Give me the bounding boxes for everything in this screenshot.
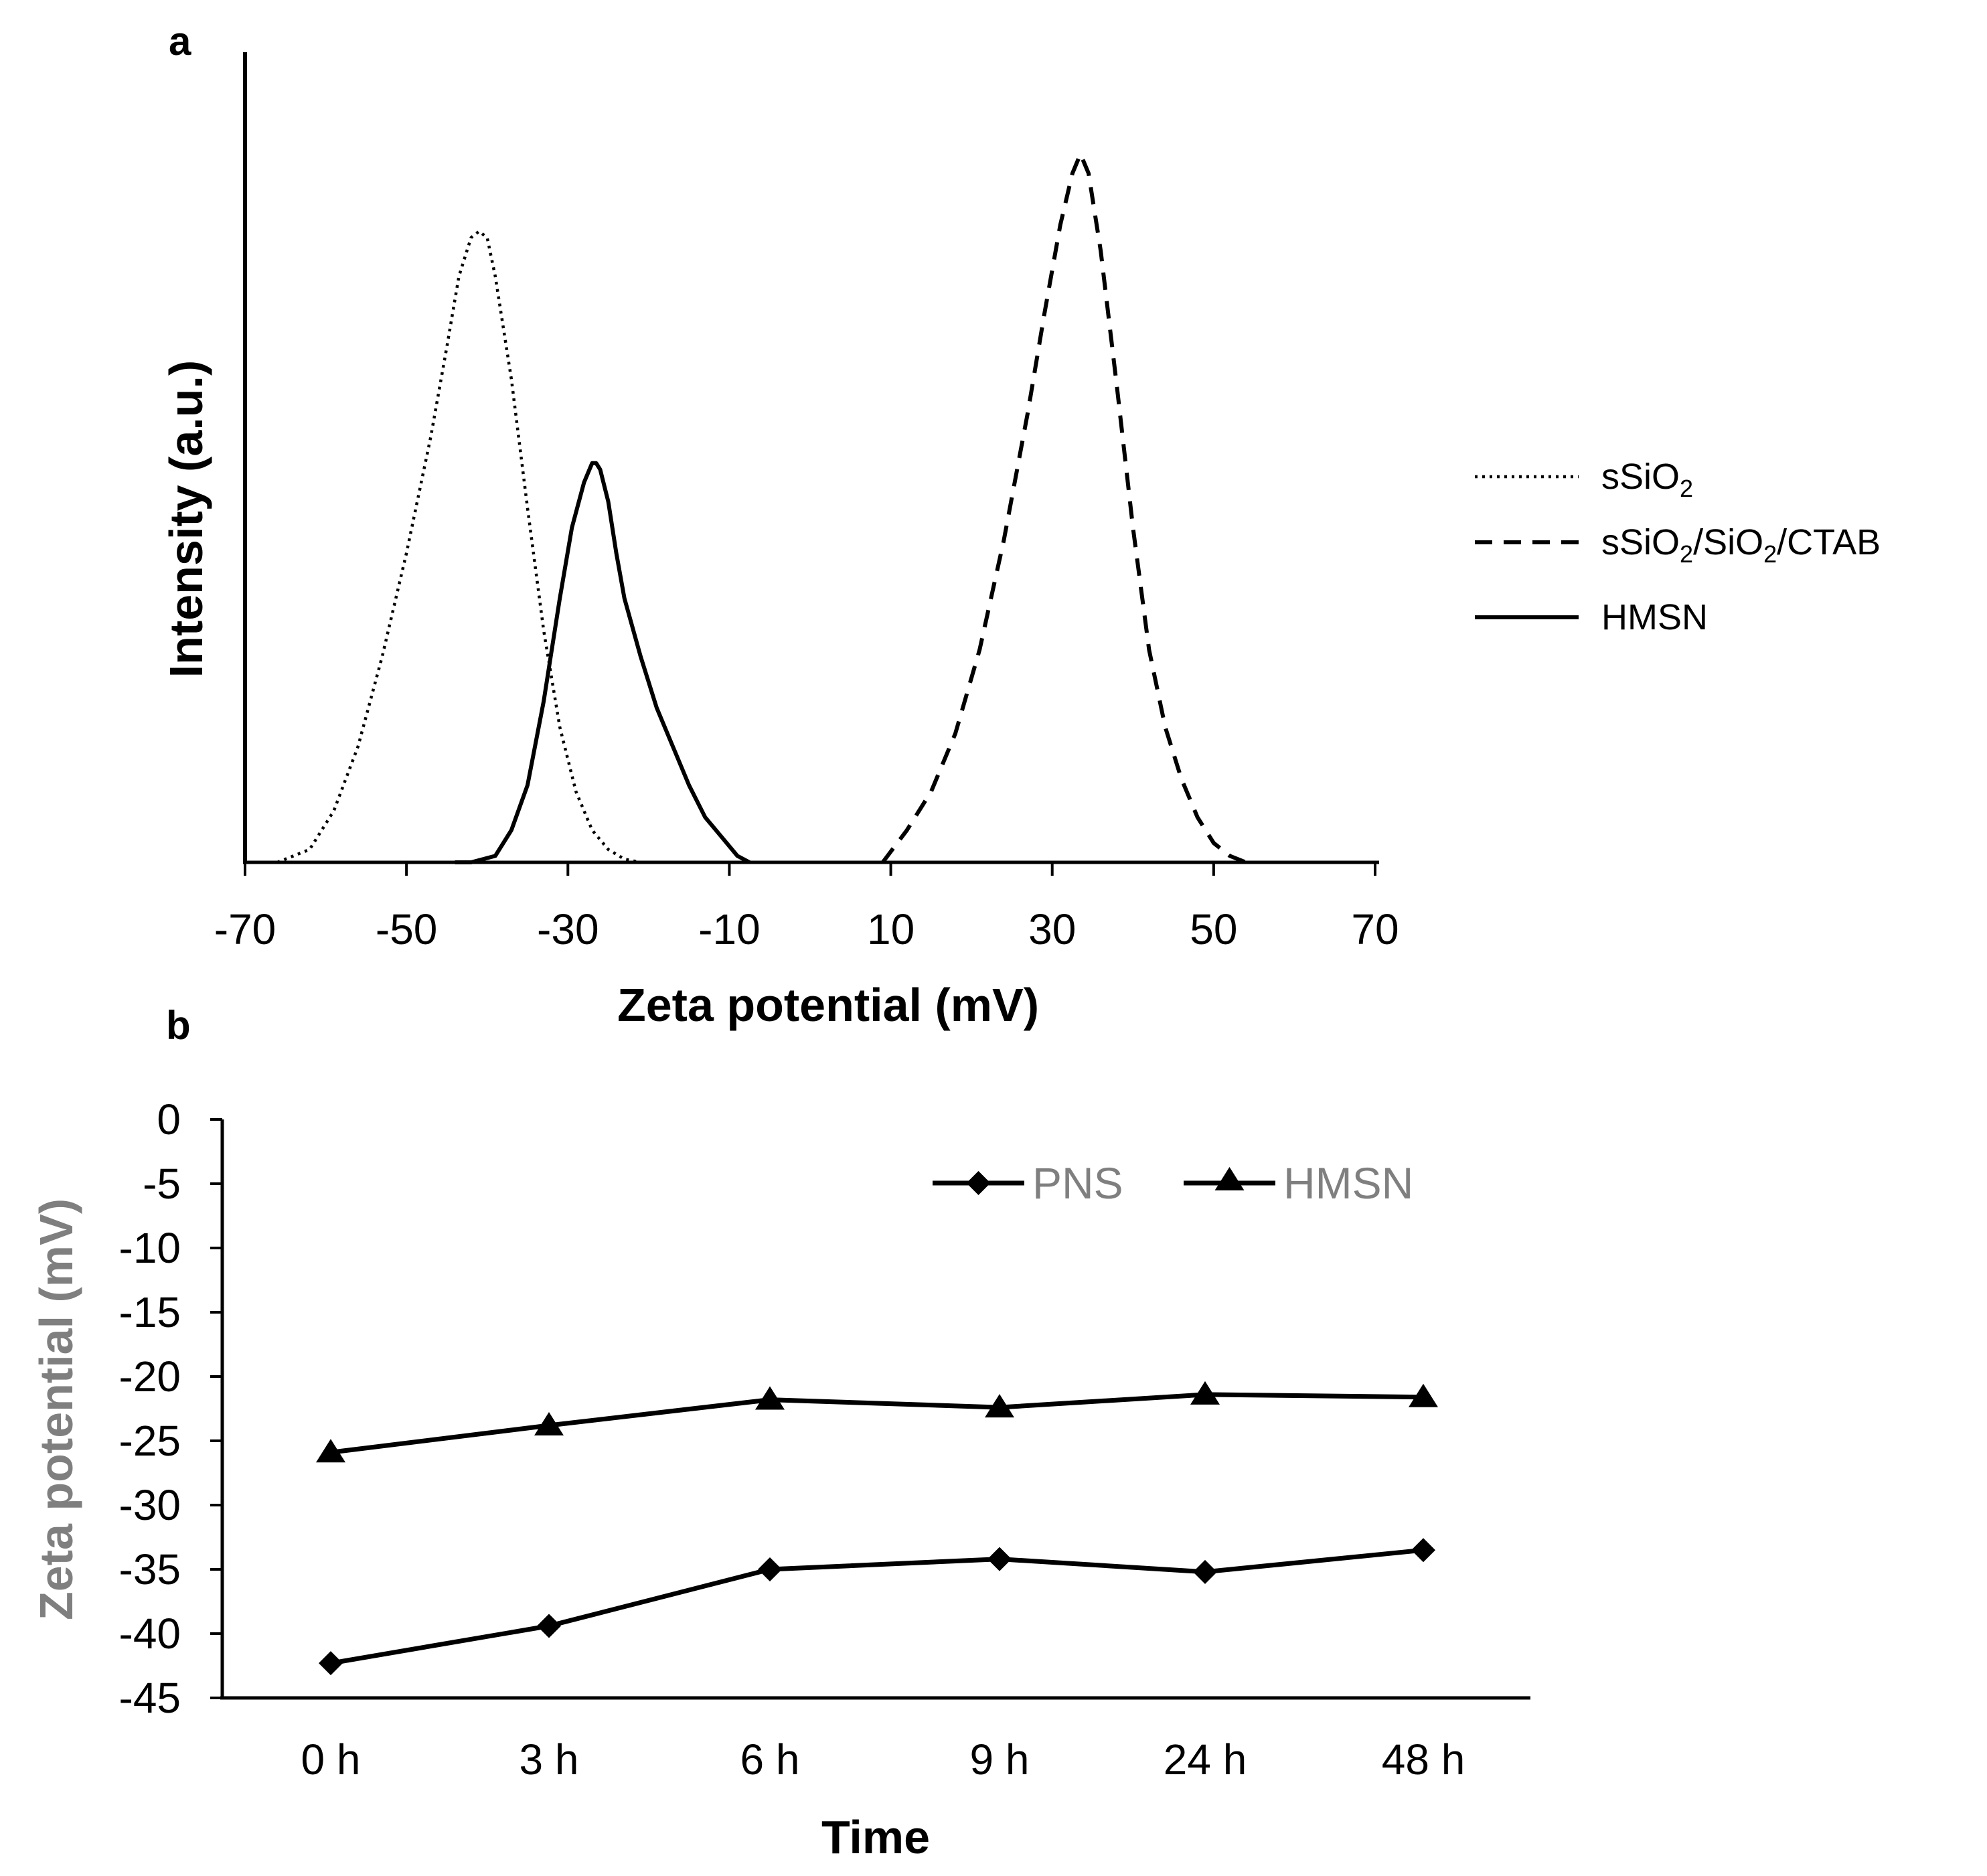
panel-b-point-pns — [1193, 1559, 1217, 1584]
panel-b-legend-label: HMSN — [1283, 1158, 1413, 1208]
panel-b-point-hmsn — [755, 1386, 785, 1410]
panel-a-series-line-ssio2-sio2-ctab — [881, 152, 1247, 864]
panel-b-y-tick-label: -10 — [119, 1224, 181, 1272]
panel-b-letter: b — [166, 1003, 191, 1048]
panel-b-y-tick-label: -30 — [119, 1481, 181, 1529]
panel-a-series-line-hmsn — [455, 461, 751, 864]
panel-b-x-tick-label: 0 h — [301, 1735, 361, 1784]
panel-a-x-tick-label: 70 — [1351, 905, 1399, 953]
panel-a-x-tick-label: 10 — [867, 905, 915, 953]
panel-b-x-axis-title: Time — [821, 1811, 930, 1863]
panel-a-legend-label: sSiO2/SiO2/CTAB — [1601, 522, 1881, 568]
panel-b-point-pns — [537, 1614, 561, 1638]
panel-a-y-axis-title: Intensity (a.u.) — [160, 360, 212, 678]
panel-b-y-tick-label: -40 — [119, 1610, 181, 1658]
panel-a-x-axis-title: Zeta potential (mV) — [617, 979, 1039, 1031]
panel-a-legend: sSiO2 sSiO2/SiO2/CTAB HMSN — [1475, 457, 1881, 637]
panel-b-series-line-pns — [330, 1547, 1424, 1666]
panel-a-legend-label: HMSN — [1601, 597, 1708, 637]
panel-b-y-tick-label: 0 — [157, 1095, 181, 1144]
panel-b-point-pns — [1411, 1538, 1435, 1563]
panel-a-letter: a — [169, 19, 191, 64]
panel-b-x-tick-label: 3 h — [520, 1735, 579, 1784]
panel-b-point-hmsn — [1190, 1381, 1220, 1405]
panel-b-x-tick-label: 48 h — [1382, 1735, 1465, 1784]
panel-b-chart: b 0 -5 -10 -15 -20 -25 -30 -35 -40 -45 0 h 3 h 6 h 9 … — [30, 1003, 1530, 1863]
panel-b-point-pns — [319, 1651, 343, 1676]
panel-a-chart: a -70 -50 -30 -10 10 30 50 70 Zeta potential (m… — [160, 19, 1881, 1031]
panel-b-legend-label: PNS — [1032, 1158, 1123, 1208]
panel-b-y-tick-label: -35 — [119, 1545, 181, 1593]
panel-b-y-tick-label: -15 — [119, 1288, 181, 1336]
panel-b-legend-marker — [966, 1171, 991, 1195]
panel-b-point-hmsn — [534, 1411, 564, 1435]
panel-a-x-tick-label: 50 — [1190, 905, 1237, 953]
panel-b-y-tick-label: -45 — [119, 1674, 181, 1722]
panel-b-y-axis-title: Zeta potential (mV) — [30, 1198, 82, 1620]
panel-b-y-tick-label: -25 — [119, 1417, 181, 1465]
panel-a-series-line-ssio2 — [276, 230, 641, 864]
panel-a-x-tick-label: 30 — [1028, 905, 1076, 953]
panel-b-x-tick-label: 24 h — [1164, 1735, 1247, 1784]
panel-b-point-hmsn — [985, 1394, 1014, 1418]
panel-b-x-tick-label: 6 h — [740, 1735, 800, 1784]
panel-b-point-pns — [987, 1547, 1012, 1571]
panel-a-x-tick-label: -70 — [214, 905, 276, 953]
panel-a-x-tick-label: -50 — [376, 905, 438, 953]
panel-b-point-hmsn — [1409, 1383, 1438, 1407]
panel-b-series-line-hmsn — [330, 1392, 1424, 1455]
panel-b-x-tick-label: 9 h — [970, 1735, 1030, 1784]
panel-a-x-tick-label: -30 — [537, 905, 599, 953]
panel-b-legend: PNS HMSN — [933, 1158, 1413, 1208]
panel-b-y-tick-label: -5 — [143, 1160, 181, 1208]
panel-a-x-tick-label: -10 — [698, 905, 761, 953]
panel-a-legend-label: sSiO2 — [1601, 457, 1693, 502]
panel-b-point-pns — [758, 1557, 782, 1581]
panel-b-y-tick-label: -20 — [119, 1352, 181, 1401]
panel-b-point-hmsn — [316, 1439, 345, 1463]
panel-b-legend-marker — [1214, 1167, 1245, 1190]
